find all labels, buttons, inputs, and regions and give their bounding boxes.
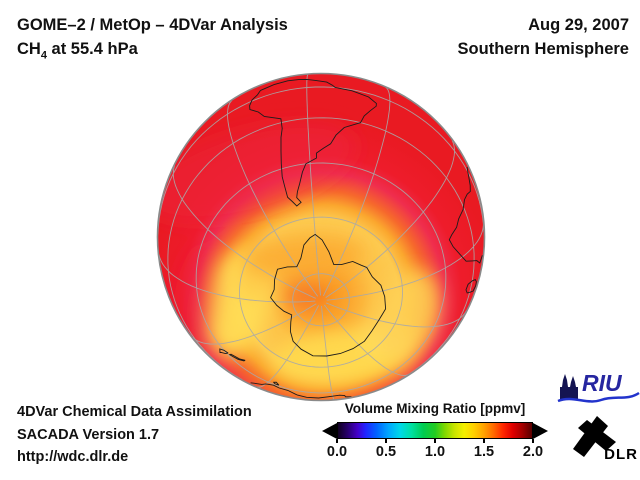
graticule — [158, 74, 484, 400]
date-block: Aug 29, 2007 Southern Hemisphere — [458, 13, 629, 61]
colorbar-tick-mark — [336, 439, 338, 443]
colorbar-tick-mark — [434, 439, 436, 443]
figure-title: GOME–2 / MetOp – 4DVar Analysis — [17, 16, 288, 34]
colorbar-left-arrow-icon — [322, 422, 337, 439]
region-label: Southern Hemisphere — [457, 40, 629, 58]
pressure-level-label: at 55.4 hPa — [46, 40, 138, 58]
colorbar-tick-mark — [532, 439, 534, 443]
field-blob — [240, 236, 364, 278]
colorbar: Volume Mixing Ratio [ppmv] 0.0 0.5 1.0 1.5 2… — [322, 401, 548, 461]
colorbar-tick-label: 1.0 — [424, 444, 446, 460]
credit-line-1: 4DVar Chemical Data Assimilation — [17, 404, 252, 420]
credit-line-2: SACADA Version 1.7 — [17, 426, 160, 443]
riu-logo-text: RIU — [582, 370, 622, 396]
dlr-logo-text: DLR — [604, 446, 638, 463]
colorbar-title: Volume Mixing Ratio [ppmv] — [344, 401, 526, 416]
colorbar-tick-label: 2.0 — [522, 444, 544, 460]
credit-block: 4DVar Chemical Data Assimilation SACADA … — [17, 401, 252, 469]
date-label: Aug 29, 2007 — [528, 16, 629, 34]
globe-rim — [156, 72, 486, 402]
field-blob — [375, 269, 441, 363]
field-anomaly-blobs — [158, 121, 441, 384]
title-block: GOME–2 / MetOp – 4DVar Analysis CH4 at 5… — [17, 13, 288, 67]
colorbar-tick-label: 0.0 — [326, 444, 348, 460]
dlr-logo: DLR — [566, 411, 640, 465]
species-label: CH — [17, 40, 41, 58]
colorbar-right-arrow-icon — [533, 422, 548, 439]
coastlines — [219, 78, 483, 399]
colorbar-ticks: 0.0 0.5 1.0 1.5 2.0 — [322, 439, 548, 461]
dlr-logo-icon — [573, 416, 616, 457]
cathedral-icon — [560, 374, 578, 399]
colorbar-gradient — [337, 422, 533, 439]
figure-subtitle: CH4 at 55.4 hPa — [17, 37, 288, 67]
colorbar-tick-mark — [385, 439, 387, 443]
colorbar-tick-label: 1.5 — [473, 444, 495, 460]
species-subscript: 4 — [40, 49, 47, 62]
colorbar-tick-label: 0.5 — [375, 444, 397, 460]
credit-line-3: http://wdc.dlr.de — [17, 449, 129, 465]
riu-logo: RIU — [557, 370, 640, 408]
river-wave-icon — [557, 391, 640, 403]
field-blob — [158, 121, 357, 223]
riu-logo-art — [557, 374, 640, 403]
colorbar-tick-mark — [483, 439, 485, 443]
